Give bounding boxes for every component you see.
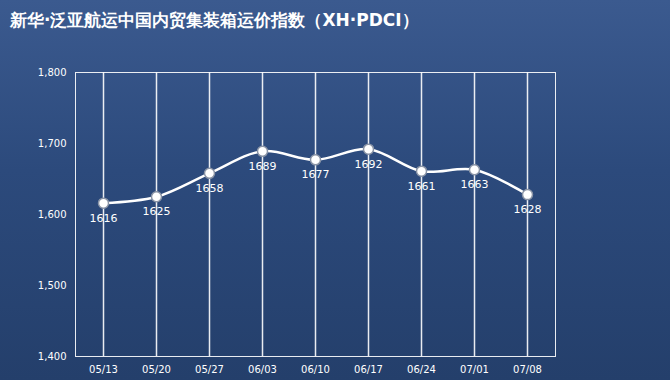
svg-text:1689: 1689 xyxy=(249,160,277,173)
svg-text:06/03: 06/03 xyxy=(248,364,277,375)
svg-text:07/08: 07/08 xyxy=(513,364,542,375)
svg-text:1625: 1625 xyxy=(143,205,171,218)
svg-text:1677: 1677 xyxy=(302,168,330,181)
svg-text:05/20: 05/20 xyxy=(142,364,171,375)
svg-text:06/17: 06/17 xyxy=(354,364,383,375)
svg-text:07/01: 07/01 xyxy=(460,364,489,375)
svg-text:1,400: 1,400 xyxy=(38,351,67,362)
svg-text:1,500: 1,500 xyxy=(38,280,67,291)
html-text:新华·泛亚航运中国内贸集装箱运价指数（XH·PDCI）: 新华·泛亚航运中国内贸集装箱运价指数（XH·PDCI） xyxy=(10,10,419,30)
svg-text:1628: 1628 xyxy=(514,203,542,216)
svg-text:1663: 1663 xyxy=(461,178,489,191)
svg-text:1616: 1616 xyxy=(90,212,118,225)
svg-text:06/24: 06/24 xyxy=(407,364,436,375)
svg-text:1661: 1661 xyxy=(408,180,436,193)
svg-text:1,600: 1,600 xyxy=(38,209,67,220)
svg-text:05/27: 05/27 xyxy=(195,364,224,375)
svg-text:1,700: 1,700 xyxy=(38,138,67,149)
svg-text:1692: 1692 xyxy=(355,158,383,171)
svg-text:1658: 1658 xyxy=(196,182,224,195)
svg-text:05/13: 05/13 xyxy=(89,364,118,375)
svg-text:06/10: 06/10 xyxy=(301,364,330,375)
svg-text:1,800: 1,800 xyxy=(38,67,67,78)
